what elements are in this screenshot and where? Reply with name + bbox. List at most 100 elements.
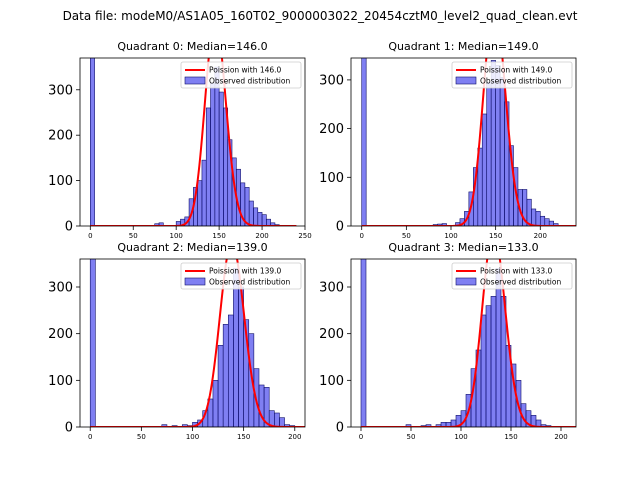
x-tick-label: 0 — [88, 232, 92, 240]
x-tick-label: 50 — [137, 433, 146, 441]
x-tick-label: 150 — [489, 232, 502, 240]
x-tick-label: 100 — [454, 433, 467, 441]
legend: Poission with 139.0 Observed distribution — [180, 262, 302, 290]
histogram-bar — [89, 259, 96, 427]
histogram-bar — [485, 305, 492, 427]
panel-quadrant-3: 0 100 200 300 0 50 100 150 200 Quadrant 3: Median… — [319, 241, 577, 441]
y-tick-label: 0 — [336, 421, 344, 436]
x-tick-label: 150 — [212, 232, 225, 240]
histogram-bar — [495, 268, 502, 427]
histogram-bar — [212, 380, 219, 427]
histogram-bar — [253, 207, 259, 226]
figure-title: Data file: modeM0/AS1A05_160T02_90000030… — [63, 9, 578, 23]
legend-bar-swatch — [455, 277, 477, 286]
poisson-curve — [90, 259, 305, 427]
x-tick-label: 50 — [407, 433, 416, 441]
y-tick-label: 200 — [48, 129, 73, 144]
histogram-bar — [266, 218, 271, 226]
y-tick-label: 300 — [48, 83, 73, 98]
legend-label-observed: Observed distribution — [209, 278, 290, 287]
panel-quadrant-0: 0 100 200 300 0 50 100 150 200 250 Quadrant 0: Med… — [48, 40, 312, 240]
histogram-bar — [257, 212, 263, 226]
legend: Poission with 146.0 Observed distribution — [180, 61, 302, 89]
x-tick-label: 200 — [554, 433, 567, 441]
histogram-bar — [279, 417, 285, 427]
histogram-bar — [535, 419, 542, 427]
histogram-bar — [201, 159, 207, 226]
histogram-bars — [89, 259, 296, 427]
legend-label-poisson: Poission with 149.0 — [480, 66, 553, 75]
x-tick-label: 200 — [288, 433, 301, 441]
y-tick-label: 300 — [319, 281, 344, 296]
histogram-bar — [214, 66, 220, 226]
x-tick-label: 0 — [359, 433, 363, 441]
histogram-bar — [244, 187, 250, 226]
legend-label-poisson: Poission with 133.0 — [480, 267, 553, 276]
poisson-curve — [361, 259, 576, 427]
y-tick-label: 100 — [319, 374, 344, 389]
histogram-bar — [499, 77, 505, 226]
legend-label-observed: Observed distribution — [480, 77, 561, 86]
y-tick-label: 100 — [319, 171, 344, 186]
histogram-bar — [218, 91, 224, 226]
histogram-bar — [361, 58, 367, 226]
histogram-bar — [263, 387, 270, 427]
y-tick-label: 0 — [65, 421, 73, 436]
histogram-bar — [233, 268, 239, 427]
histogram-bar — [274, 412, 280, 427]
y-tick-label: 200 — [319, 327, 344, 342]
legend-bar-swatch — [455, 76, 477, 85]
histogram-bar — [210, 82, 216, 226]
x-tick-label: 100 — [444, 232, 457, 240]
histogram-bars — [361, 58, 559, 226]
y-tick-label: 300 — [48, 281, 73, 296]
histogram-bar — [261, 214, 267, 226]
y-tick-label: 200 — [319, 122, 344, 137]
x-tick-label: 200 — [255, 232, 268, 240]
x-tick-label: 100 — [186, 433, 199, 441]
x-tick-label: 100 — [169, 232, 182, 240]
histogram-bar — [158, 222, 164, 226]
histogram-bar — [480, 314, 487, 427]
y-tick-label: 100 — [48, 174, 73, 189]
panel-title: Quadrant 0: Median=146.0 — [117, 40, 267, 53]
y-tick-label: 300 — [319, 73, 344, 88]
panel-title: Quadrant 1: Median=149.0 — [388, 40, 538, 53]
histogram-bar — [486, 82, 492, 226]
histogram-bar — [90, 58, 95, 226]
histogram-bar — [222, 324, 229, 427]
y-tick-label: 0 — [65, 220, 73, 235]
x-tick-label: 50 — [402, 232, 411, 240]
panel-quadrant-1: 0 100 200 300 0 50 100 150 200 Quadrant 1: Median… — [319, 40, 577, 240]
x-tick-label: 250 — [298, 232, 311, 240]
histogram-bar — [217, 345, 224, 427]
x-tick-label: 0 — [88, 433, 92, 441]
histogram-bar — [227, 314, 234, 427]
x-tick-label: 50 — [129, 232, 138, 240]
legend-label-observed: Observed distribution — [209, 77, 290, 86]
x-tick-label: 150 — [237, 433, 250, 441]
histogram-bar — [539, 215, 546, 226]
legend: Poission with 149.0 Observed distribution — [451, 61, 573, 89]
legend-label-poisson: Poission with 146.0 — [209, 66, 282, 75]
y-tick-label: 100 — [48, 374, 73, 389]
histogram-bar — [490, 296, 497, 427]
histogram-bar — [535, 211, 541, 226]
histogram-bar — [360, 259, 367, 427]
histogram-bar — [544, 218, 550, 226]
panel-title: Quadrant 3: Median=133.0 — [388, 241, 538, 254]
histogram-bar — [531, 208, 537, 226]
x-tick-label: 200 — [534, 232, 547, 240]
histogram-bar — [248, 200, 254, 226]
histogram-bar — [481, 113, 488, 226]
panel-quadrant-2: 0 100 200 300 0 50 100 150 200 Quadrant 2: Median… — [48, 241, 306, 441]
x-tick-label: 150 — [504, 433, 517, 441]
legend: Poission with 133.0 Observed distribution — [451, 262, 573, 290]
axes-frame — [350, 57, 577, 227]
legend-label-observed: Observed distribution — [480, 278, 561, 287]
histogram-bars — [360, 259, 552, 427]
histogram-bars — [90, 58, 280, 226]
y-tick-label: 0 — [336, 220, 344, 235]
y-tick-label: 200 — [48, 327, 73, 342]
